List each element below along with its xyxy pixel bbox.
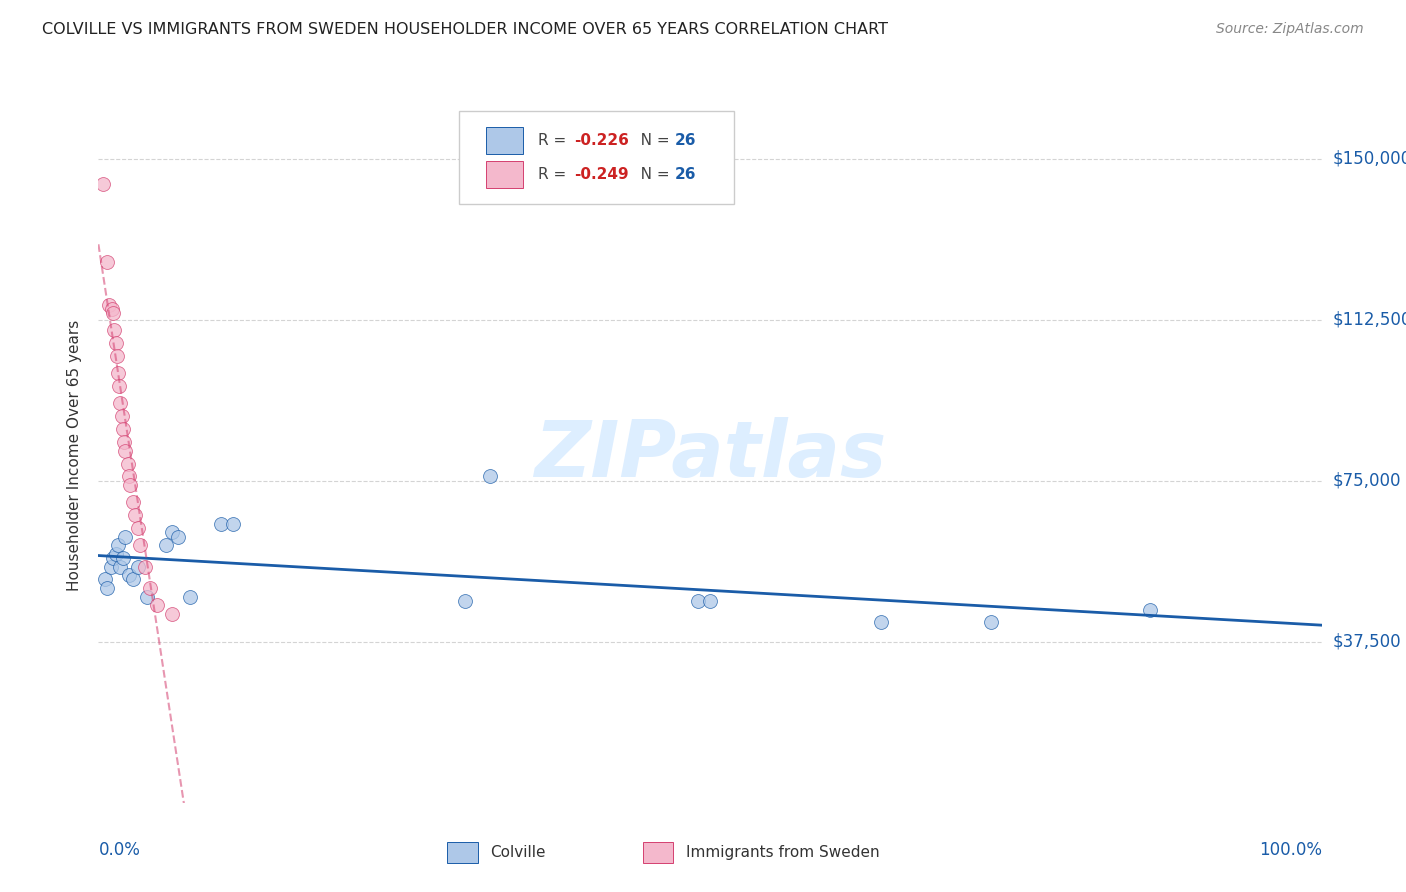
FancyBboxPatch shape: [643, 842, 673, 863]
Point: [105, 349, 128, 363]
Text: Colville: Colville: [489, 846, 546, 861]
Point: [127, 521, 149, 535]
Text: R =: R =: [537, 167, 571, 182]
Point: [96, 254, 118, 268]
Point: [160, 607, 183, 621]
Text: 100.0%: 100.0%: [1258, 841, 1322, 859]
Point: [110, 396, 132, 410]
Point: [870, 615, 893, 630]
Text: N =: N =: [626, 167, 673, 182]
Point: [209, 516, 232, 531]
Point: [155, 538, 177, 552]
Text: Source: ZipAtlas.com: Source: ZipAtlas.com: [1216, 22, 1364, 37]
Point: [127, 559, 149, 574]
Point: [129, 538, 152, 552]
Point: [103, 323, 125, 337]
Point: [108, 379, 131, 393]
Text: Immigrants from Sweden: Immigrants from Sweden: [686, 846, 879, 861]
Text: -0.249: -0.249: [574, 167, 628, 182]
Point: [121, 495, 143, 509]
FancyBboxPatch shape: [447, 842, 478, 863]
Point: [100, 559, 122, 574]
Point: [118, 469, 141, 483]
Point: [222, 516, 245, 531]
Point: [699, 594, 721, 608]
Point: [121, 573, 143, 587]
Point: [104, 336, 127, 351]
Text: $150,000: $150,000: [1333, 150, 1406, 168]
Text: $75,000: $75,000: [1333, 472, 1402, 490]
Point: [146, 599, 169, 613]
Point: [454, 594, 477, 608]
Point: [134, 559, 156, 574]
Point: [111, 409, 134, 424]
Point: [1139, 602, 1161, 616]
Point: [91, 178, 114, 192]
Y-axis label: Householder Income Over 65 years: Householder Income Over 65 years: [67, 319, 83, 591]
Point: [93, 573, 115, 587]
Text: COLVILLE VS IMMIGRANTS FROM SWEDEN HOUSEHOLDER INCOME OVER 65 YEARS CORRELATION : COLVILLE VS IMMIGRANTS FROM SWEDEN HOUSE…: [42, 22, 889, 37]
Point: [120, 478, 142, 492]
Point: [101, 551, 124, 566]
FancyBboxPatch shape: [460, 111, 734, 204]
Point: [101, 301, 124, 316]
Point: [114, 443, 136, 458]
Point: [167, 529, 190, 543]
Text: ZIPatlas: ZIPatlas: [534, 417, 886, 493]
Text: $37,500: $37,500: [1333, 632, 1402, 651]
Point: [107, 538, 129, 552]
FancyBboxPatch shape: [486, 161, 523, 187]
Point: [124, 508, 146, 522]
Point: [96, 581, 118, 595]
Point: [136, 590, 159, 604]
Point: [104, 547, 127, 561]
FancyBboxPatch shape: [486, 128, 523, 153]
Point: [101, 306, 124, 320]
Point: [111, 422, 134, 436]
Point: [118, 568, 141, 582]
Point: [107, 367, 129, 381]
Point: [117, 457, 139, 471]
Point: [179, 590, 201, 604]
Point: [160, 525, 183, 540]
Text: -0.226: -0.226: [574, 133, 628, 148]
Text: N =: N =: [626, 133, 673, 148]
Text: 26: 26: [675, 167, 696, 182]
Point: [98, 297, 121, 311]
Point: [114, 529, 136, 543]
Text: R =: R =: [537, 133, 571, 148]
Point: [139, 581, 162, 595]
Point: [686, 594, 709, 608]
Text: 26: 26: [675, 133, 696, 148]
Point: [111, 551, 134, 566]
Text: 0.0%: 0.0%: [98, 841, 141, 859]
Text: $112,500: $112,500: [1333, 310, 1406, 328]
Point: [112, 435, 135, 450]
Point: [110, 559, 132, 574]
Point: [478, 469, 501, 483]
Point: [980, 615, 1002, 630]
